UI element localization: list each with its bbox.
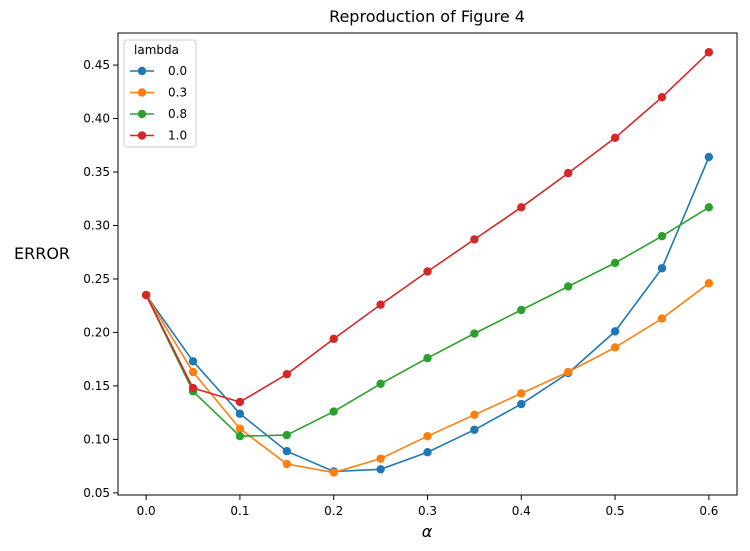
data-point: [376, 465, 385, 474]
x-tick-label: 0.5: [606, 504, 625, 518]
series-line: [145, 206, 710, 438]
data-point: [423, 448, 432, 457]
data-point: [423, 267, 432, 276]
data-point: [704, 48, 714, 57]
y-axis-label: ERROR: [14, 244, 70, 263]
x-axis-label: α: [422, 522, 433, 541]
data-point: [610, 133, 620, 143]
series-0.8: [141, 203, 714, 441]
y-axis: 0.05 0.10 0.15 0.20 0.25 0.30 0.35 0.40 0.45: [83, 58, 118, 500]
data-point: [517, 305, 526, 315]
data-point: [423, 353, 432, 363]
data-point: [470, 235, 479, 244]
legend-label: 0.8: [168, 107, 187, 121]
y-tick-label: 0.05: [83, 486, 110, 500]
x-tick-label: 0.4: [512, 504, 531, 518]
data-point: [282, 369, 292, 379]
series-line: [145, 51, 710, 403]
data-point: [188, 383, 198, 393]
x-axis: 0.0 0.1 0.2 0.3 0.4 0.5 0.6: [137, 495, 718, 518]
x-tick-label: 0.2: [324, 504, 343, 518]
legend-item: 0.0: [130, 64, 187, 78]
data-point: [563, 367, 573, 377]
legend-label: 0.3: [168, 86, 187, 100]
plot-frame: [117, 32, 738, 496]
y-tick-label: 0.45: [83, 58, 110, 72]
data-point: [704, 279, 714, 288]
data-point: [470, 329, 479, 338]
data-point: [704, 152, 714, 162]
data-point: [657, 231, 667, 241]
x-tick-label: 0.6: [699, 504, 718, 518]
data-point: [235, 431, 245, 441]
legend-box: [123, 39, 197, 148]
x-tick-label: 0.3: [418, 504, 437, 518]
series-0.0: [141, 152, 714, 476]
data-point: [470, 410, 479, 419]
x-tick-label: 0.1: [230, 504, 249, 518]
legend-item: 0.8: [130, 107, 187, 121]
series-line: [145, 156, 710, 473]
data-point: [470, 425, 479, 434]
data-point: [376, 379, 385, 388]
data-point: [517, 389, 526, 398]
data-point: [141, 290, 151, 300]
data-point: [282, 446, 292, 456]
series-0.3: [141, 279, 714, 477]
data-point: [610, 258, 620, 268]
x-tick-label: 0.0: [137, 504, 156, 518]
data-point: [517, 399, 526, 409]
data-point: [517, 203, 526, 212]
y-tick-label: 0.10: [83, 432, 110, 446]
legend-swatch-marker: [137, 131, 147, 140]
legend-label: 0.0: [168, 64, 187, 78]
data-point: [282, 430, 292, 440]
y-tick-label: 0.30: [83, 219, 110, 233]
data-point: [610, 327, 620, 336]
data-point: [329, 407, 338, 416]
data-point: [188, 357, 198, 366]
series-layer: [141, 48, 714, 477]
series-1.0: [141, 48, 714, 407]
legend-title: lambda: [134, 43, 179, 57]
series-line: [145, 282, 710, 474]
y-tick-label: 0.40: [83, 112, 110, 126]
data-point: [563, 282, 573, 291]
y-tick-label: 0.15: [83, 379, 110, 393]
data-point: [235, 397, 245, 407]
data-point: [329, 468, 338, 477]
legend-swatch-marker: [137, 88, 147, 97]
legend-swatch-marker: [137, 66, 147, 76]
legend-label: 1.0: [168, 129, 187, 143]
data-point: [610, 343, 620, 352]
legend-item: 0.3: [130, 86, 187, 100]
data-point: [563, 168, 573, 178]
data-point: [376, 300, 385, 309]
chart-title: Reproduction of Figure 4: [329, 7, 525, 26]
legend-item: 1.0: [130, 129, 187, 143]
data-point: [657, 314, 667, 323]
data-point: [282, 459, 292, 469]
legend-swatch-marker: [137, 109, 147, 119]
data-point: [704, 203, 714, 212]
data-point: [657, 92, 667, 102]
y-tick-label: 0.35: [83, 165, 110, 179]
data-point: [423, 431, 432, 441]
data-point: [376, 454, 385, 463]
y-tick-label: 0.20: [83, 325, 110, 339]
y-tick-label: 0.25: [83, 272, 110, 286]
data-point: [235, 409, 245, 418]
data-point: [235, 424, 245, 433]
data-point: [657, 264, 667, 273]
legend: lambda 0.0 0.3 0.8 1.0: [123, 39, 197, 148]
data-point: [329, 334, 338, 344]
data-point: [188, 367, 198, 377]
